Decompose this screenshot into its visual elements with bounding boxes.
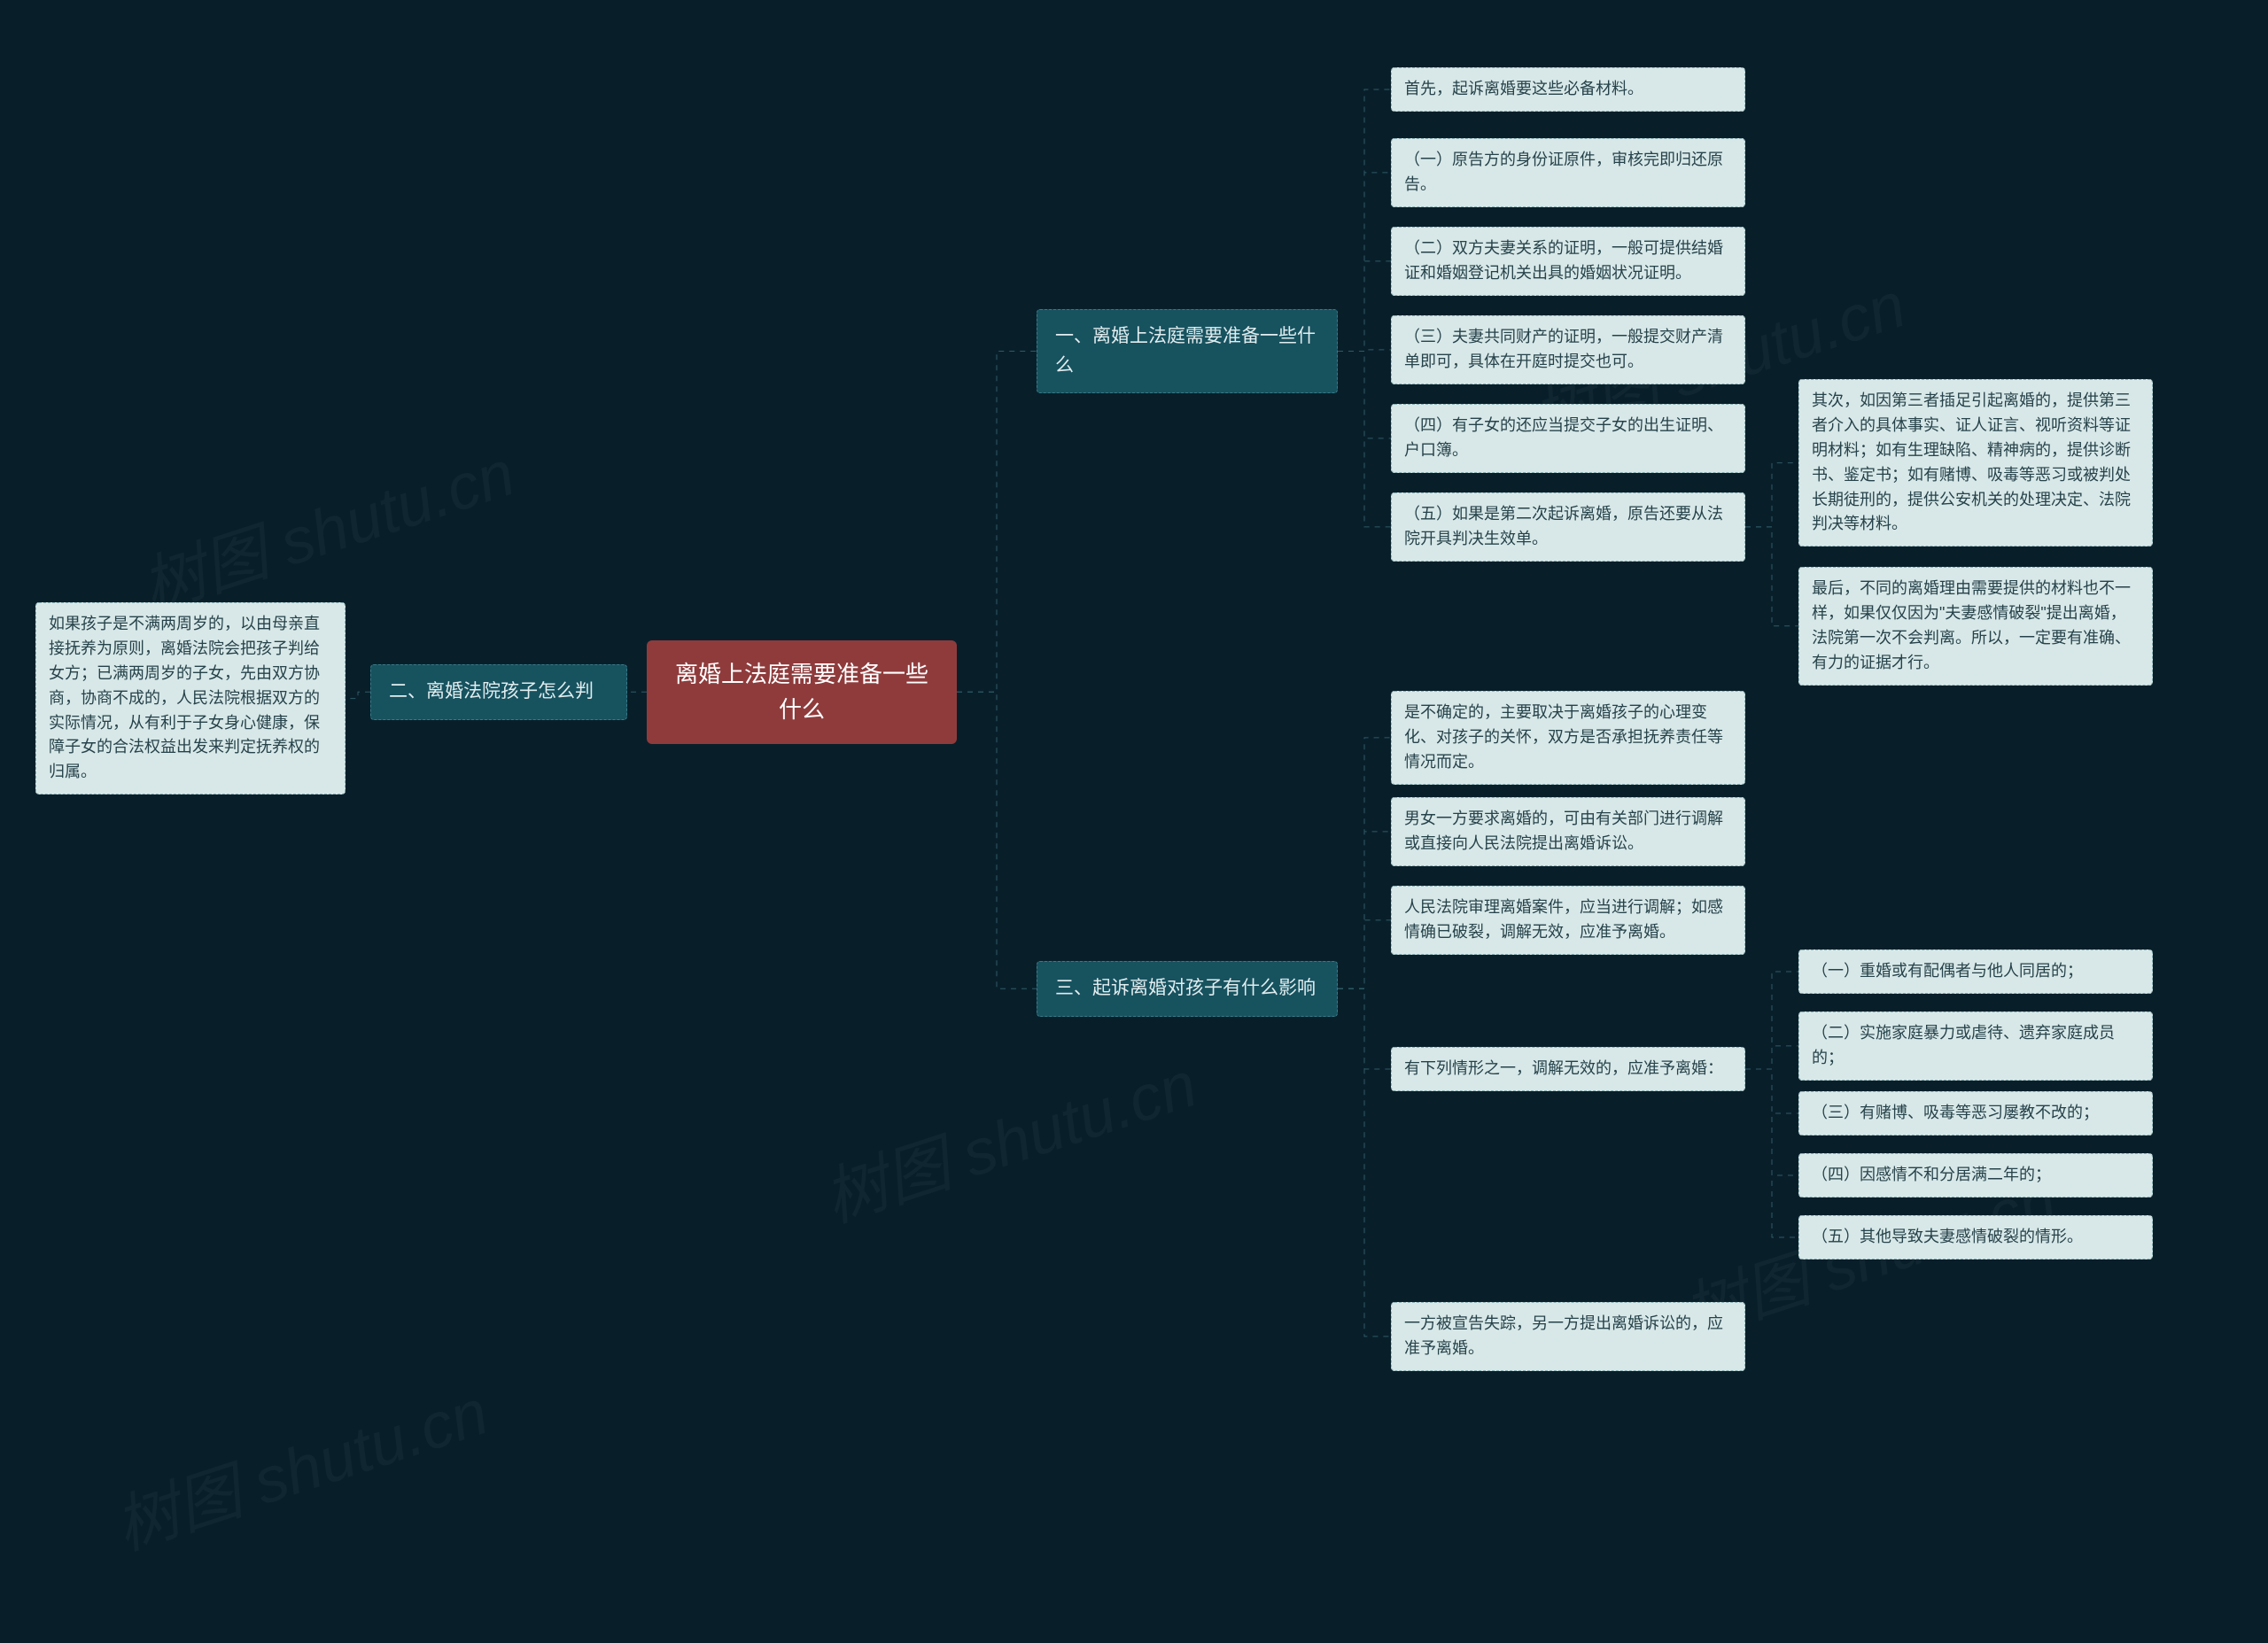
branch-1: 一、离婚上法庭需要准备一些什么 — [1037, 309, 1338, 393]
b1-leaf-6b: 最后，不同的离婚理由需要提供的材料也不一样，如果仅仅因为"夫妻感情破裂"提出离婚… — [1798, 567, 2153, 686]
watermark: 树图 shutu.cn — [101, 1360, 497, 1568]
watermark: 树图 shutu.cn — [128, 421, 524, 629]
b1-leaf-3: （二）双方夫妻关系的证明，一般可提供结婚证和婚姻登记机关出具的婚姻状况证明。 — [1391, 227, 1745, 296]
b3-leaf-4c: （三）有赌博、吸毒等恶习屡教不改的； — [1798, 1091, 2153, 1135]
b1-leaf-1: 首先，起诉离婚要这些必备材料。 — [1391, 67, 1745, 112]
root-line1: 离婚上法庭需要准备一些 — [675, 661, 928, 687]
b1-leaf-2: （一）原告方的身份证原件，审核完即归还原告。 — [1391, 138, 1745, 207]
b3-leaf-4e: （五）其他导致夫妻感情破裂的情形。 — [1798, 1215, 2153, 1259]
b3-leaf-4d: （四）因感情不和分居满二年的； — [1798, 1153, 2153, 1197]
root-node: 离婚上法庭需要准备一些 什么 — [647, 640, 957, 744]
b1-leaf-5: （四）有子女的还应当提交子女的出生证明、户口簿。 — [1391, 404, 1745, 473]
b3-leaf-3: 人民法院审理离婚案件，应当进行调解；如感情确已破裂，调解无效，应准予离婚。 — [1391, 886, 1745, 955]
b2-leaf-1: 如果孩子是不满两周岁的，以由母亲直接抚养为原则，离婚法院会把孩子判给女方；已满两… — [35, 602, 346, 794]
b3-leaf-2: 男女一方要求离婚的，可由有关部门进行调解或直接向人民法院提出离婚诉讼。 — [1391, 797, 1745, 866]
b3-leaf-1: 是不确定的，主要取决于离婚孩子的心理变化、对孩子的关怀，双方是否承担抚养责任等情… — [1391, 691, 1745, 785]
watermark: 树图 shutu.cn — [810, 1032, 1206, 1240]
b3-leaf-4: 有下列情形之一，调解无效的，应准予离婚： — [1391, 1047, 1745, 1091]
root-line2: 什么 — [779, 696, 825, 723]
branch-2: 二、离婚法院孩子怎么判 — [370, 664, 627, 720]
b1-leaf-4: （三）夫妻共同财产的证明，一般提交财产清单即可，具体在开庭时提交也可。 — [1391, 315, 1745, 384]
b3-leaf-4b: （二）实施家庭暴力或虐待、遗弃家庭成员的； — [1798, 1011, 2153, 1081]
b3-leaf-4a: （一）重婚或有配偶者与他人同居的； — [1798, 949, 2153, 994]
branch-3: 三、起诉离婚对孩子有什么影响 — [1037, 961, 1338, 1017]
b1-leaf-6: （五）如果是第二次起诉离婚，原告还要从法院开具判决生效单。 — [1391, 492, 1745, 562]
connector-layer — [0, 0, 2268, 1643]
b3-leaf-5: 一方被宣告失踪，另一方提出离婚诉讼的，应准予离婚。 — [1391, 1302, 1745, 1371]
b1-leaf-6a: 其次，如因第三者插足引起离婚的，提供第三者介入的具体事实、证人证言、视听资料等证… — [1798, 379, 2153, 546]
